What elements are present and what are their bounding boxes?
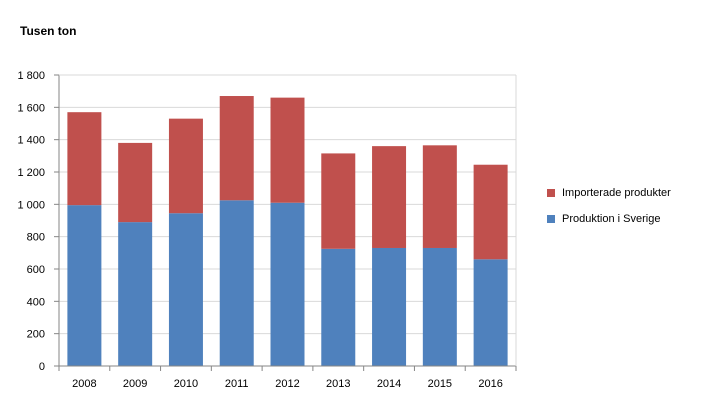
bar-domestic xyxy=(321,248,356,366)
y-tick-label: 600 xyxy=(27,264,45,276)
x-tick-label: 2010 xyxy=(174,378,198,390)
y-tick-label: 0 xyxy=(39,361,45,373)
bar-domestic xyxy=(422,247,457,366)
x-tick-label: 2012 xyxy=(275,378,299,390)
bar-domestic xyxy=(270,202,305,366)
bar-imported xyxy=(168,118,203,214)
x-tick-label: 2015 xyxy=(428,378,452,390)
bar-imported xyxy=(321,153,356,249)
x-tick-label: 2016 xyxy=(478,378,502,390)
unit-label: Tusen ton xyxy=(20,24,77,38)
x-tick-label: 2011 xyxy=(225,378,249,390)
bar-domestic xyxy=(219,200,254,366)
bar-imported xyxy=(67,112,102,206)
bar-domestic xyxy=(118,222,153,366)
x-tick-label: 2008 xyxy=(72,378,96,390)
bar-domestic xyxy=(67,205,102,366)
x-tick-label: 2013 xyxy=(326,378,350,390)
x-tick-label: 2009 xyxy=(123,378,147,390)
x-tick-label: 2014 xyxy=(377,378,401,390)
bar-imported xyxy=(372,146,407,248)
bar-imported xyxy=(270,97,305,203)
y-tick-label: 1 200 xyxy=(17,167,45,179)
y-tick-label: 200 xyxy=(27,329,45,341)
y-tick-label: 1 400 xyxy=(17,135,45,147)
bar-domestic xyxy=(473,259,508,366)
legend-swatch-imported xyxy=(547,189,555,197)
bar-imported xyxy=(473,164,508,260)
legend-swatch-domestic xyxy=(547,215,555,223)
bar-imported xyxy=(118,142,153,223)
y-tick-label: 1 800 xyxy=(17,70,45,82)
bar-domestic xyxy=(168,213,203,366)
y-tick-label: 800 xyxy=(27,232,45,244)
bar-imported xyxy=(422,145,457,248)
y-tick-label: 1 000 xyxy=(17,199,45,211)
legend-item-imported: Importerade produkter xyxy=(547,186,671,200)
y-tick-label: 1 600 xyxy=(17,102,45,114)
legend-label-imported: Importerade produkter xyxy=(562,187,671,199)
legend-label-domestic: Produktion i Sverige xyxy=(562,213,661,225)
bar-domestic xyxy=(372,247,407,366)
y-tick-label: 400 xyxy=(27,296,45,308)
legend-item-domestic: Produktion i Sverige xyxy=(547,212,671,226)
legend: Importerade produkter Produktion i Sveri… xyxy=(547,186,671,238)
bar-imported xyxy=(219,96,254,201)
